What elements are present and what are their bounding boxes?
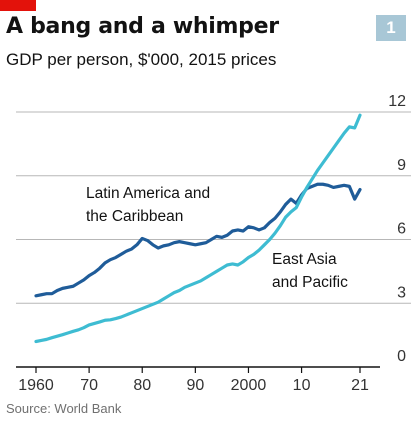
series-label-east-asia-pacific-line-1: East Asia — [272, 251, 337, 268]
x-tick-label-1960: 1960 — [18, 377, 54, 394]
y-tick-label-0: 0 — [397, 348, 406, 365]
x-tick-label-1980: 80 — [133, 377, 151, 394]
y-tick-label-9: 9 — [397, 157, 406, 174]
y-axis-tick-labels: 0 3 6 9 12 — [388, 93, 406, 365]
y-tick-label-3: 3 — [397, 284, 406, 301]
source-note: Source: World Bank — [6, 401, 122, 416]
y-tick-label-12: 12 — [388, 93, 406, 110]
chart-subtitle: GDP per person, $'000, 2015 prices — [6, 50, 277, 69]
x-axis: 1960 70 80 90 2000 10 21 — [16, 366, 380, 394]
series-label-latin-america-caribbean-line-1: Latin America and — [86, 185, 210, 202]
series-line-east-asia-pacific — [34, 113, 362, 344]
series-lines — [34, 113, 362, 344]
x-tick-label-1970: 70 — [80, 377, 98, 394]
x-tick-label-2021: 21 — [351, 377, 369, 394]
x-tick-label-2000: 2000 — [231, 377, 267, 394]
chart-title: A bang and a whimper — [6, 14, 279, 39]
y-tick-label-6: 6 — [397, 221, 406, 238]
x-tick-label-2010: 10 — [293, 377, 311, 394]
series-label-east-asia-pacific-line-2: and Pacific — [272, 274, 348, 291]
chart-number-badge: 1 — [376, 15, 406, 41]
brand-red-tag — [0, 0, 36, 11]
series-labels: Latin America and the Caribbean East Asia a… — [86, 185, 348, 291]
series-label-latin-america-caribbean-line-2: the Caribbean — [86, 208, 183, 225]
x-tick-label-1990: 90 — [186, 377, 204, 394]
